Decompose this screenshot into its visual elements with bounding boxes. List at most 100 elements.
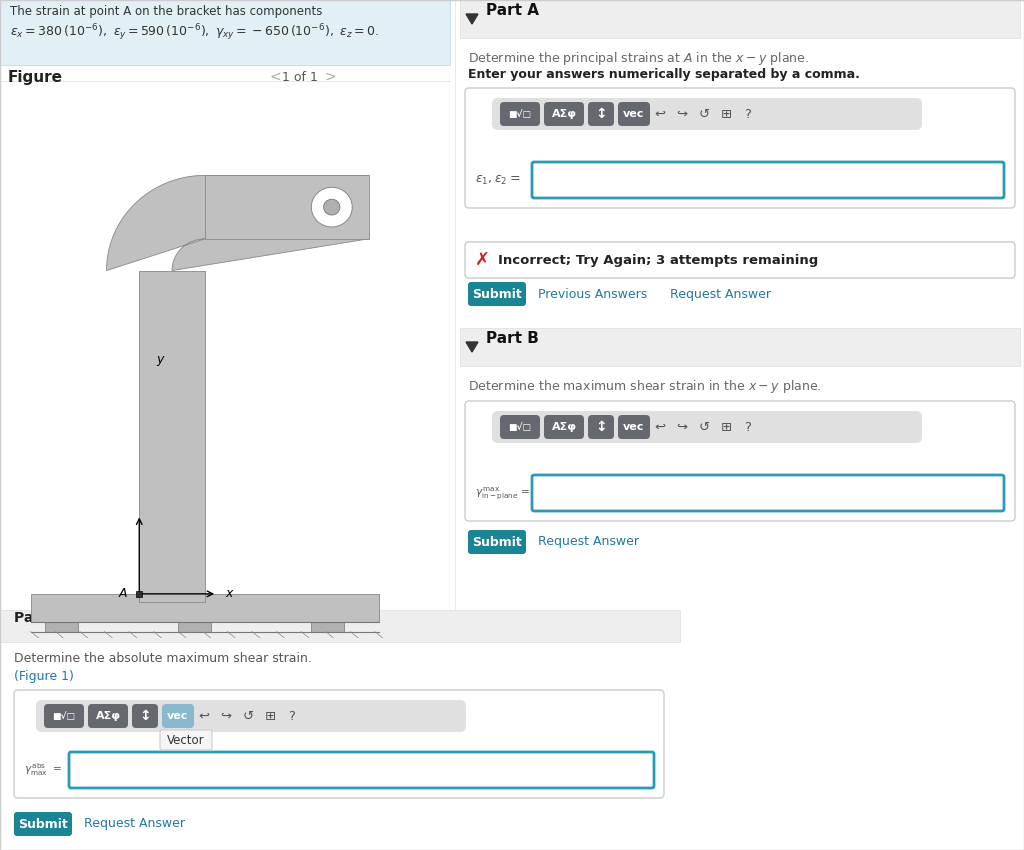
- FancyBboxPatch shape: [618, 415, 650, 439]
- Text: ↺: ↺: [243, 710, 254, 722]
- FancyBboxPatch shape: [618, 102, 650, 126]
- Text: ⊞: ⊞: [721, 107, 731, 121]
- Text: $\epsilon_1, \epsilon_2 =$: $\epsilon_1, \epsilon_2 =$: [475, 173, 520, 186]
- Text: >: >: [325, 70, 336, 84]
- FancyBboxPatch shape: [162, 704, 194, 728]
- Text: ■√□: ■√□: [509, 422, 531, 432]
- FancyBboxPatch shape: [465, 242, 1015, 278]
- FancyBboxPatch shape: [14, 812, 72, 836]
- Bar: [0, 66, 450, 252]
- Text: Submit: Submit: [472, 536, 522, 548]
- Text: vec: vec: [624, 109, 645, 119]
- Text: ↩: ↩: [654, 107, 666, 121]
- Text: ⊞: ⊞: [721, 421, 731, 434]
- Text: (Figure 1): (Figure 1): [14, 670, 74, 683]
- Text: Submit: Submit: [472, 287, 522, 301]
- Text: ΑΣφ: ΑΣφ: [95, 711, 121, 721]
- Text: ?: ?: [744, 421, 752, 434]
- Text: Vector: Vector: [167, 734, 205, 746]
- Text: Part A: Part A: [486, 3, 539, 18]
- Text: ✗: ✗: [474, 251, 489, 269]
- FancyBboxPatch shape: [532, 475, 1004, 511]
- Text: y: y: [156, 354, 164, 366]
- Text: $\gamma^{\,\rm max}_{{\rm in-plane}}$ =: $\gamma^{\,\rm max}_{{\rm in-plane}}$ =: [475, 485, 530, 501]
- Text: The strain at point A on the bracket has components: The strain at point A on the bracket has…: [10, 5, 323, 18]
- Bar: [460, 0, 1020, 38]
- Polygon shape: [178, 621, 211, 632]
- Text: ↕: ↕: [139, 709, 151, 723]
- Bar: [0, 0, 450, 65]
- FancyBboxPatch shape: [588, 415, 614, 439]
- Text: ↺: ↺: [698, 421, 710, 434]
- Text: ↪: ↪: [677, 421, 687, 434]
- FancyBboxPatch shape: [492, 98, 922, 130]
- FancyBboxPatch shape: [14, 690, 664, 798]
- Text: A: A: [119, 587, 127, 600]
- Text: $\gamma^{\,\rm abs}_{{\rm max}}$  =: $\gamma^{\,\rm abs}_{{\rm max}}$ =: [24, 762, 62, 779]
- Bar: [460, 38, 1020, 328]
- FancyBboxPatch shape: [36, 700, 466, 732]
- Circle shape: [324, 199, 340, 215]
- FancyBboxPatch shape: [132, 704, 158, 728]
- FancyBboxPatch shape: [44, 704, 84, 728]
- FancyBboxPatch shape: [69, 752, 654, 788]
- Text: Request Answer: Request Answer: [84, 818, 185, 830]
- Text: Request Answer: Request Answer: [670, 287, 771, 301]
- Polygon shape: [311, 621, 344, 632]
- FancyBboxPatch shape: [500, 415, 540, 439]
- FancyBboxPatch shape: [588, 102, 614, 126]
- Text: ■√□: ■√□: [509, 110, 531, 118]
- Text: ⊞: ⊞: [264, 710, 275, 722]
- Text: $\epsilon_x = 380\,(10^{-6}),\ \epsilon_y = 590\,(10^{-6}),\ \gamma_{xy} = -650\: $\epsilon_x = 380\,(10^{-6}),\ \epsilon_…: [10, 22, 379, 42]
- Text: Part C: Part C: [14, 611, 62, 625]
- Text: ΑΣφ: ΑΣφ: [552, 422, 577, 432]
- Bar: [0, 642, 680, 850]
- Text: vec: vec: [624, 422, 645, 432]
- Text: ↪: ↪: [677, 107, 687, 121]
- Text: ↩: ↩: [199, 710, 210, 722]
- Text: 1 of 1: 1 of 1: [282, 71, 317, 83]
- Polygon shape: [31, 594, 379, 621]
- Text: Determine the absolute maximum shear strain.: Determine the absolute maximum shear str…: [14, 652, 312, 665]
- Text: Part B: Part B: [486, 331, 539, 345]
- FancyBboxPatch shape: [492, 411, 922, 443]
- Text: Determine the maximum shear strain in the $x - y$ plane.: Determine the maximum shear strain in th…: [468, 378, 821, 395]
- Text: Enter your answers numerically separated by a comma.: Enter your answers numerically separated…: [468, 68, 860, 81]
- FancyBboxPatch shape: [500, 102, 540, 126]
- Text: ↪: ↪: [220, 710, 231, 722]
- Polygon shape: [466, 342, 478, 352]
- Bar: [0, 610, 680, 642]
- FancyBboxPatch shape: [465, 401, 1015, 521]
- Text: ↕: ↕: [595, 420, 607, 434]
- FancyBboxPatch shape: [544, 415, 584, 439]
- Polygon shape: [466, 14, 478, 24]
- Text: ↺: ↺: [698, 107, 710, 121]
- Text: Figure: Figure: [8, 70, 63, 85]
- Text: ΑΣφ: ΑΣφ: [552, 109, 577, 119]
- FancyBboxPatch shape: [160, 730, 212, 750]
- Polygon shape: [205, 175, 369, 239]
- Text: Determine the principal strains at $A$ in the $x - y$ plane.: Determine the principal strains at $A$ i…: [468, 50, 809, 67]
- Text: Previous Answers: Previous Answers: [538, 287, 647, 301]
- Bar: [460, 328, 1020, 366]
- FancyBboxPatch shape: [532, 162, 1004, 198]
- Text: ↩: ↩: [654, 421, 666, 434]
- Polygon shape: [106, 175, 369, 270]
- Text: Request Answer: Request Answer: [538, 536, 639, 548]
- Text: ■√□: ■√□: [52, 711, 76, 721]
- Text: <: <: [269, 70, 281, 84]
- Text: ?: ?: [289, 710, 296, 722]
- Text: ↕: ↕: [595, 107, 607, 121]
- FancyBboxPatch shape: [544, 102, 584, 126]
- Polygon shape: [139, 270, 205, 602]
- FancyBboxPatch shape: [468, 530, 526, 554]
- Text: vec: vec: [167, 711, 188, 721]
- Text: x: x: [225, 587, 232, 600]
- Circle shape: [311, 187, 352, 227]
- Text: Incorrect; Try Again; 3 attempts remaining: Incorrect; Try Again; 3 attempts remaini…: [498, 253, 818, 267]
- Text: ?: ?: [744, 107, 752, 121]
- FancyBboxPatch shape: [465, 88, 1015, 208]
- Text: Submit: Submit: [18, 818, 68, 830]
- Bar: [460, 366, 1020, 576]
- FancyBboxPatch shape: [88, 704, 128, 728]
